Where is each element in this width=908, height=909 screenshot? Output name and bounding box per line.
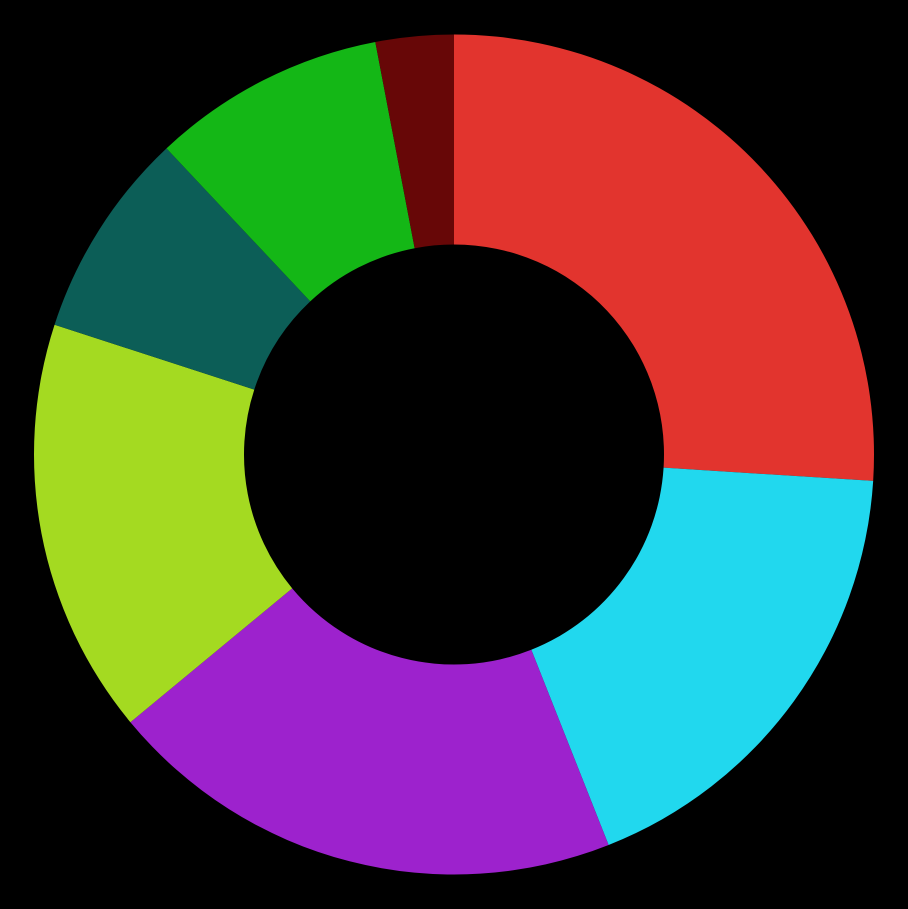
donut-chart-container (0, 0, 908, 909)
donut-chart (0, 0, 908, 909)
